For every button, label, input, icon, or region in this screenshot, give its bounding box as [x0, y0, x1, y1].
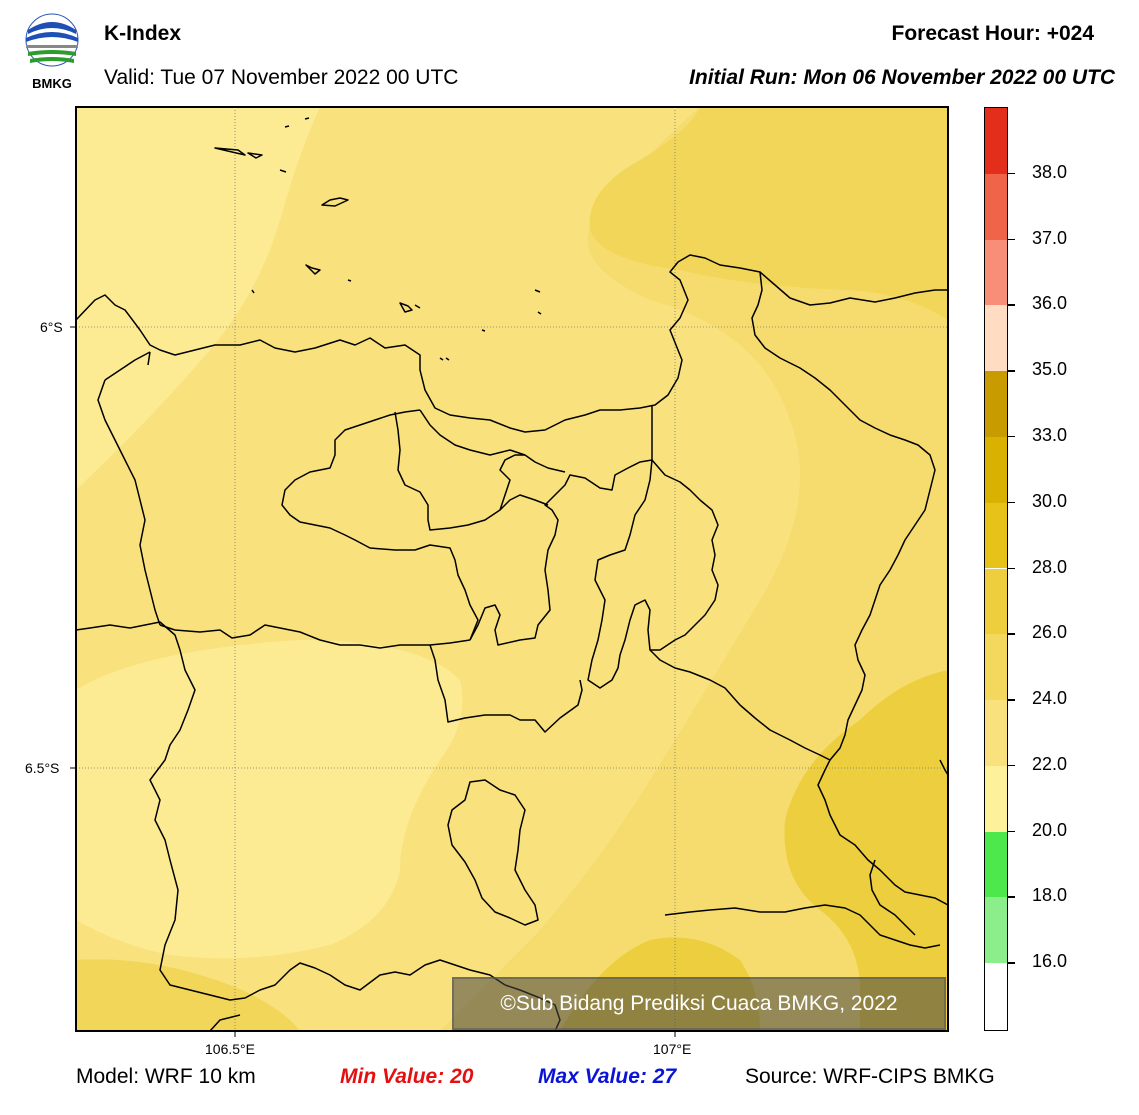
- colorbar-tick-label: 24.0: [1032, 688, 1068, 709]
- colorbar-tick-label: 36.0: [1032, 293, 1068, 314]
- colorbar-tick-label: 18.0: [1032, 885, 1068, 906]
- map-frame: [75, 106, 949, 1032]
- colorbar-tick-label: 33.0: [1032, 424, 1068, 445]
- colorbar-segment: [985, 436, 1007, 503]
- colorbar-segment: [985, 173, 1007, 240]
- colorbar-segment: [985, 108, 1007, 174]
- colorbar-segment: [985, 765, 1007, 832]
- chart-title: K-Index: [104, 22, 182, 45]
- colorbar-segment: [985, 831, 1007, 898]
- min-value: Min Value: 20: [340, 1065, 474, 1088]
- colorbar-tick-label: 35.0: [1032, 359, 1068, 380]
- bmkg-logo: BMKG: [25, 13, 79, 90]
- colorbar-tick: [1008, 962, 1015, 964]
- initial-run: Initial Run: Mon 06 November 2022 00 UTC: [689, 66, 1115, 89]
- colorbar-tick: [1008, 172, 1015, 175]
- colorbar-tick-label: 22.0: [1032, 753, 1068, 774]
- colorbar-tick: [1008, 238, 1015, 241]
- colorbar-segment: [985, 700, 1007, 766]
- colorbar-tick: [1008, 435, 1015, 438]
- colorbar-tick: [1008, 304, 1015, 306]
- credit-box: ©Sub Bidang Prediksi Cuaca BMKG, 2022: [452, 977, 946, 1030]
- colorbar-segment: [985, 239, 1007, 306]
- lat-label-6s: 6°S: [40, 319, 63, 335]
- colorbar-tick-label: 26.0: [1032, 622, 1068, 643]
- colorbar-segment: [985, 502, 1007, 569]
- field-dark-se: [784, 670, 948, 1031]
- colorbar-tick: [1008, 633, 1015, 635]
- colorbar-tick-label: 37.0: [1032, 227, 1068, 248]
- colorbar-tick: [1008, 370, 1015, 372]
- colorbar-segment: [985, 897, 1007, 964]
- colorbar-tick-label: 28.0: [1032, 556, 1068, 577]
- colorbar-tick-label: 30.0: [1032, 490, 1068, 511]
- field-dark-ne: [589, 107, 948, 320]
- forecast-hour: Forecast Hour: +024: [891, 22, 1095, 45]
- valid-time: Valid: Tue 07 November 2022 00 UTC: [104, 66, 459, 89]
- field-light: [76, 107, 320, 490]
- colorbar-segment: [985, 371, 1007, 437]
- colorbar-tick: [1008, 830, 1015, 833]
- max-value: Max Value: 27: [538, 1065, 677, 1088]
- colorbar-tick-label: 38.0: [1032, 161, 1068, 182]
- colorbar-tick: [1008, 501, 1015, 504]
- colorbar-segment: [985, 305, 1007, 372]
- colorbar-tick-label: 20.0: [1032, 819, 1068, 840]
- colorbar-tick-label: 16.0: [1032, 951, 1068, 972]
- source-label: Source: WRF-CIPS BMKG: [745, 1065, 995, 1088]
- lat-label-65s: 6.5°S: [25, 760, 60, 776]
- gridlines: [76, 107, 948, 1031]
- svg-text:BMKG: BMKG: [32, 76, 72, 90]
- lon-label-1065e: 106.5°E: [205, 1041, 255, 1057]
- colorbar-segment: [985, 568, 1007, 635]
- colorbar-segment: [985, 963, 1007, 1029]
- colorbar-tick: [1008, 699, 1015, 701]
- model-label: Model: WRF 10 km: [76, 1065, 256, 1088]
- field-dark-sw: [76, 959, 300, 1031]
- colorbar: [984, 107, 1008, 1031]
- colorbar-tick: [1008, 567, 1015, 569]
- lon-label-107e: 107°E: [653, 1041, 692, 1057]
- colorbar-tick: [1008, 896, 1015, 898]
- colorbar-tick: [1008, 764, 1015, 767]
- field-light-2: [76, 640, 463, 959]
- colorbar-segment: [985, 634, 1007, 701]
